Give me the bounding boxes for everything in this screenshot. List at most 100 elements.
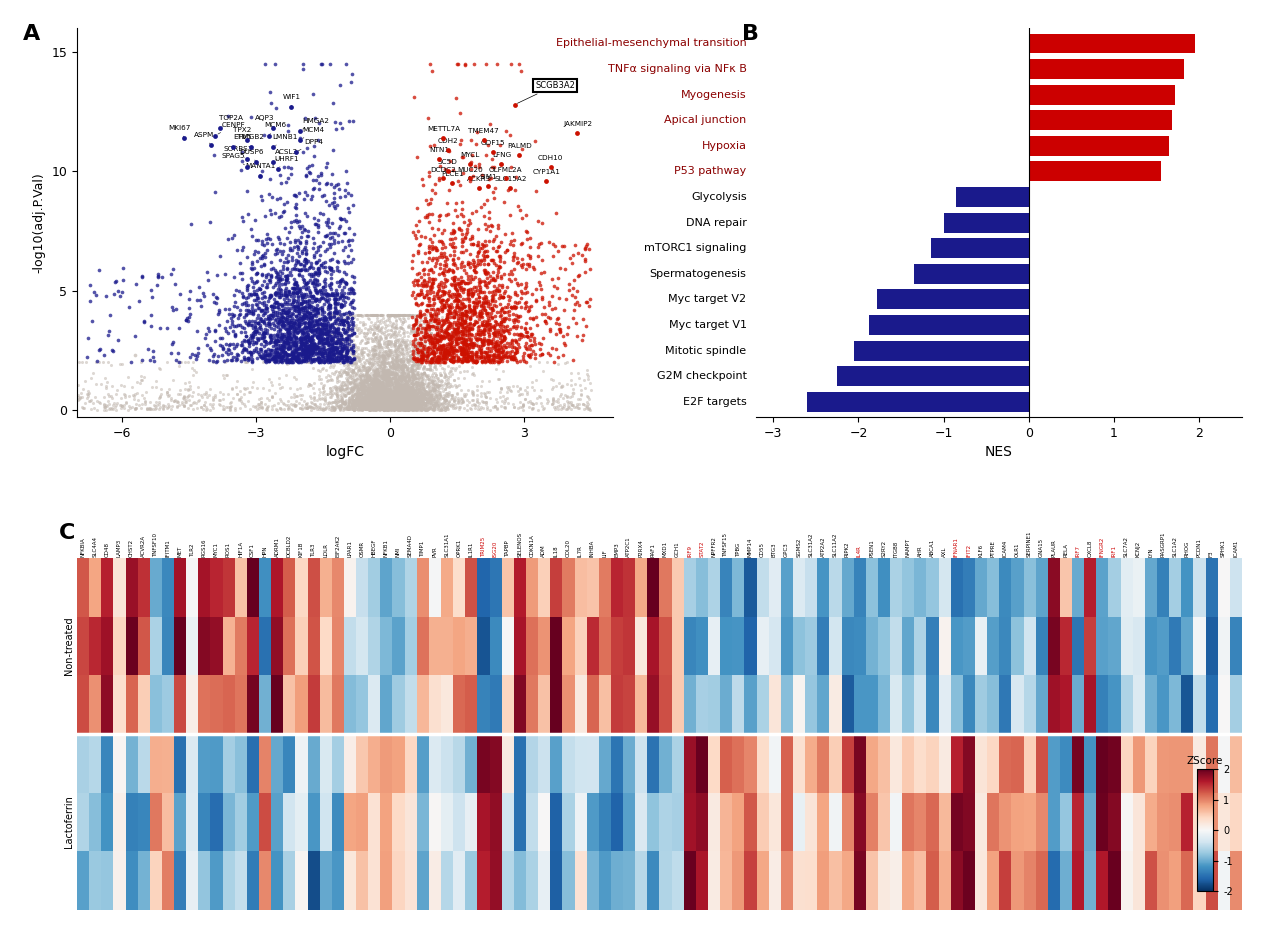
Point — [379, 375, 399, 390]
Point — [264, 334, 284, 349]
Point — [397, 384, 417, 399]
Point — [372, 356, 393, 371]
Point — [462, 397, 483, 412]
Point — [485, 347, 506, 362]
Point — [302, 400, 323, 415]
Point — [303, 181, 324, 196]
Point — [175, 394, 196, 409]
Point — [202, 392, 223, 407]
Point — [402, 368, 422, 383]
Point — [424, 402, 444, 417]
Point — [431, 402, 452, 417]
Point — [282, 314, 302, 329]
Point — [477, 353, 498, 368]
Point — [361, 391, 381, 406]
Point — [484, 284, 504, 299]
Point — [381, 393, 402, 408]
Point — [337, 400, 357, 415]
Point — [379, 382, 399, 397]
Point — [293, 273, 314, 288]
Point — [321, 310, 342, 325]
Point — [365, 379, 385, 394]
Point — [443, 251, 463, 266]
Point — [188, 393, 209, 408]
Point — [360, 392, 380, 407]
Point — [276, 323, 297, 338]
Point — [384, 399, 404, 414]
Point — [389, 307, 410, 322]
Point — [337, 315, 357, 330]
Point — [296, 351, 316, 366]
Point — [383, 371, 403, 386]
Point — [274, 340, 294, 356]
Point — [381, 307, 402, 322]
Point — [498, 308, 518, 323]
Point — [425, 331, 445, 346]
Point — [452, 274, 472, 289]
Point — [392, 391, 412, 406]
Point — [334, 364, 355, 379]
Point — [366, 402, 387, 417]
Point — [392, 399, 412, 414]
Point — [460, 157, 480, 172]
Point — [397, 332, 417, 347]
Point — [317, 335, 338, 350]
Point — [387, 348, 407, 363]
Point — [370, 329, 390, 344]
Point — [374, 360, 394, 375]
Bar — [1029, 59, 1184, 79]
Point — [410, 400, 430, 415]
Point — [364, 342, 384, 357]
Point — [451, 345, 471, 360]
Point — [321, 366, 342, 381]
Point — [264, 309, 284, 324]
Point — [380, 384, 401, 399]
Point — [443, 350, 463, 365]
Point — [388, 307, 408, 322]
Point — [380, 391, 401, 406]
Point — [330, 290, 351, 305]
Point — [256, 401, 276, 416]
Point — [476, 349, 497, 364]
Point — [365, 393, 385, 408]
Point — [369, 400, 389, 415]
Point — [424, 397, 444, 412]
Point — [353, 316, 374, 331]
Point — [352, 391, 372, 406]
Point — [408, 246, 429, 261]
Point — [379, 371, 399, 386]
Point — [200, 382, 220, 397]
Point — [397, 328, 417, 343]
Point — [454, 313, 475, 328]
Point — [477, 178, 498, 193]
Point — [388, 356, 408, 371]
Point — [352, 377, 372, 392]
Point — [376, 386, 397, 401]
Point — [488, 343, 508, 358]
Point — [370, 312, 390, 327]
Point — [357, 384, 378, 399]
Point — [366, 332, 387, 347]
Point — [408, 392, 429, 407]
Point — [366, 392, 387, 407]
Point — [490, 338, 511, 353]
Point — [411, 393, 431, 408]
Point — [246, 265, 266, 280]
Point — [458, 349, 479, 364]
Point — [388, 377, 408, 392]
Point — [426, 333, 447, 348]
Point — [298, 318, 319, 333]
Point — [475, 332, 495, 347]
Point — [454, 321, 475, 336]
Point — [337, 342, 357, 357]
Point — [257, 325, 278, 340]
Point — [381, 401, 402, 416]
Point — [549, 389, 570, 404]
Point — [357, 362, 378, 377]
Point — [492, 327, 512, 342]
Point — [443, 398, 463, 413]
Point — [293, 311, 314, 326]
Point — [428, 287, 448, 302]
Point — [493, 332, 513, 347]
Point — [471, 342, 492, 357]
